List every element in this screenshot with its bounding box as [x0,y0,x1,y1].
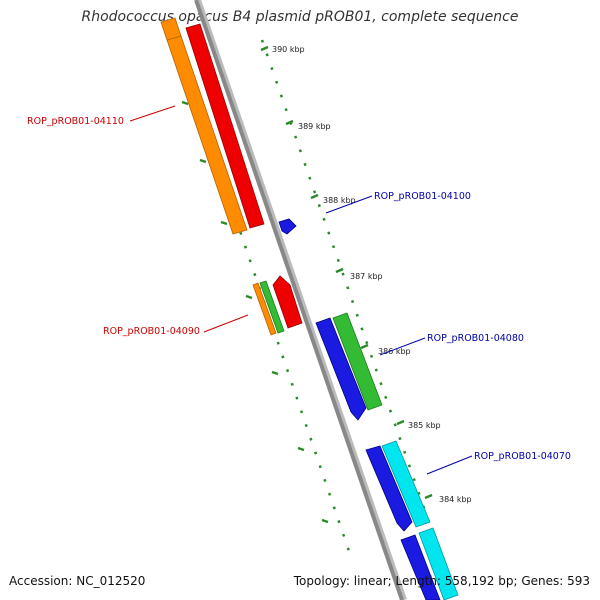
ruler-tick [220,220,228,226]
gene-red-04090[interactable] [272,275,303,329]
gene-label-04080[interactable]: ROP_pROB01-04080 [427,333,524,344]
ruler-tick-label: 385 kbp [408,421,441,430]
accession-text: Accession: NC_012520 [9,574,146,588]
ruler-tick [424,493,433,500]
leader-line-04100 [325,195,373,214]
gene-red-04110[interactable] [185,23,265,229]
ruler-tick [181,100,189,106]
gene-blue-04080[interactable] [315,317,367,421]
gene-green-04080[interactable] [332,312,383,411]
leader-line-04070 [426,455,473,475]
gene-blue-04100[interactable] [278,218,297,235]
ruler-tick-label: 386 kbp [378,347,411,356]
ruler-tick [285,119,294,126]
ruler-tick-label: 387 kbp [350,272,383,281]
ruler-tick-label: 390 kbp [272,45,305,54]
sequence-backbone [194,0,407,600]
ruler-tick [199,158,207,164]
leader-line-04110 [129,105,176,122]
ruler-major-ticks [181,45,433,524]
gene-label-04090[interactable]: ROP_pROB01-04090 [103,326,200,337]
ruler-tick [396,419,405,426]
gene-orange-04090[interactable] [252,282,277,336]
ruler-tick [245,294,253,300]
gene-orange-04110[interactable] [160,17,248,235]
ruler-tick-label: 388 kbp [323,196,356,205]
ruler-tick [335,267,344,274]
gene-cyan-04070[interactable] [381,440,459,600]
gene-label-04100[interactable]: ROP_pROB01-04100 [374,191,471,202]
ruler-tick [271,370,279,376]
ruler-tick [310,193,319,200]
leader-line-04090 [203,314,249,333]
ruler-tick [321,518,329,524]
map-title: Rhodococcus opacus B4 plasmid pROB01, co… [81,9,519,25]
ruler-tick [297,446,305,452]
gene-blue-04070[interactable] [365,445,441,600]
gene-label-04110[interactable]: ROP_pROB01-04110 [27,116,124,127]
ruler-tick [360,343,369,350]
leader-line-04080 [379,337,426,356]
sequence-summary-text: Topology: linear; Length: 558,192 bp; Ge… [293,574,590,588]
ruler-tick-label: 384 kbp [439,495,472,504]
ruler-tick [260,45,269,52]
gene-label-04070[interactable]: ROP_pROB01-04070 [474,451,571,462]
gene-green-04090[interactable] [259,280,285,334]
ruler-tick-label: 389 kbp [298,122,331,131]
